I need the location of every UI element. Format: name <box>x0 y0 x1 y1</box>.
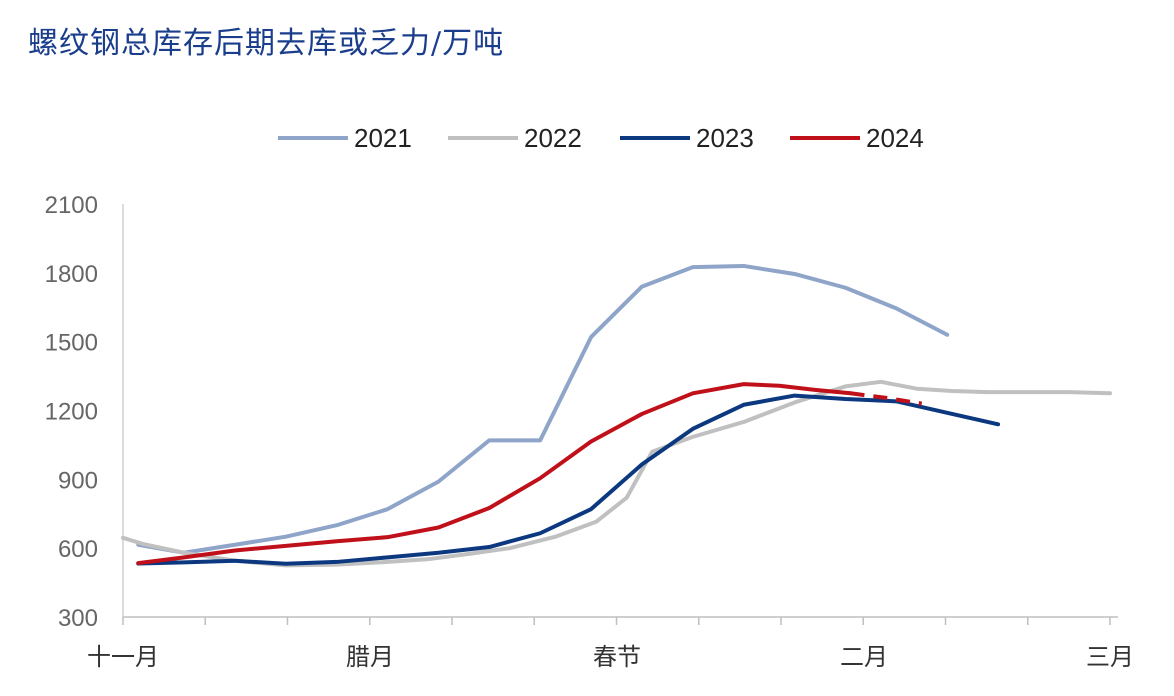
series-line-2024-forecast <box>850 391 923 406</box>
legend-label-2023: 2023 <box>696 123 754 153</box>
x-tick-label: 二月 <box>840 643 888 671</box>
y-tick-label: 300 <box>58 605 98 632</box>
series-line-2023 <box>136 393 1001 566</box>
y-tick-label: 2100 <box>45 192 98 219</box>
y-tick-label: 1200 <box>45 399 98 426</box>
x-tick-labels: 十一月 腊月 春节 二月 三月 <box>87 643 1134 671</box>
y-tick-label: 1800 <box>45 261 98 288</box>
y-tick-labels: 2100 1800 1500 1200 900 600 300 <box>45 192 98 632</box>
x-tick-label: 十一月 <box>87 643 159 671</box>
legend-label-2022: 2022 <box>524 123 582 153</box>
y-tick-label: 1500 <box>45 330 98 357</box>
y-tick-label: 900 <box>58 467 98 494</box>
chart-title: 螺纹钢总库存后期去库或乏力/万吨 <box>28 26 505 61</box>
series-line-2021 <box>136 263 950 555</box>
x-tick-label: 春节 <box>593 643 641 671</box>
legend-label-2021: 2021 <box>354 123 412 153</box>
chart-axes <box>122 204 1118 618</box>
legend: 2021 2022 2023 2024 <box>278 123 924 153</box>
series-line-2024 <box>136 382 853 566</box>
legend-label-2024: 2024 <box>866 123 924 153</box>
x-tick-label: 腊月 <box>346 643 394 671</box>
x-tick-label: 三月 <box>1086 643 1134 671</box>
series-lines <box>121 263 1112 568</box>
x-tick-marks <box>122 617 1111 625</box>
y-tick-label: 600 <box>58 536 98 563</box>
